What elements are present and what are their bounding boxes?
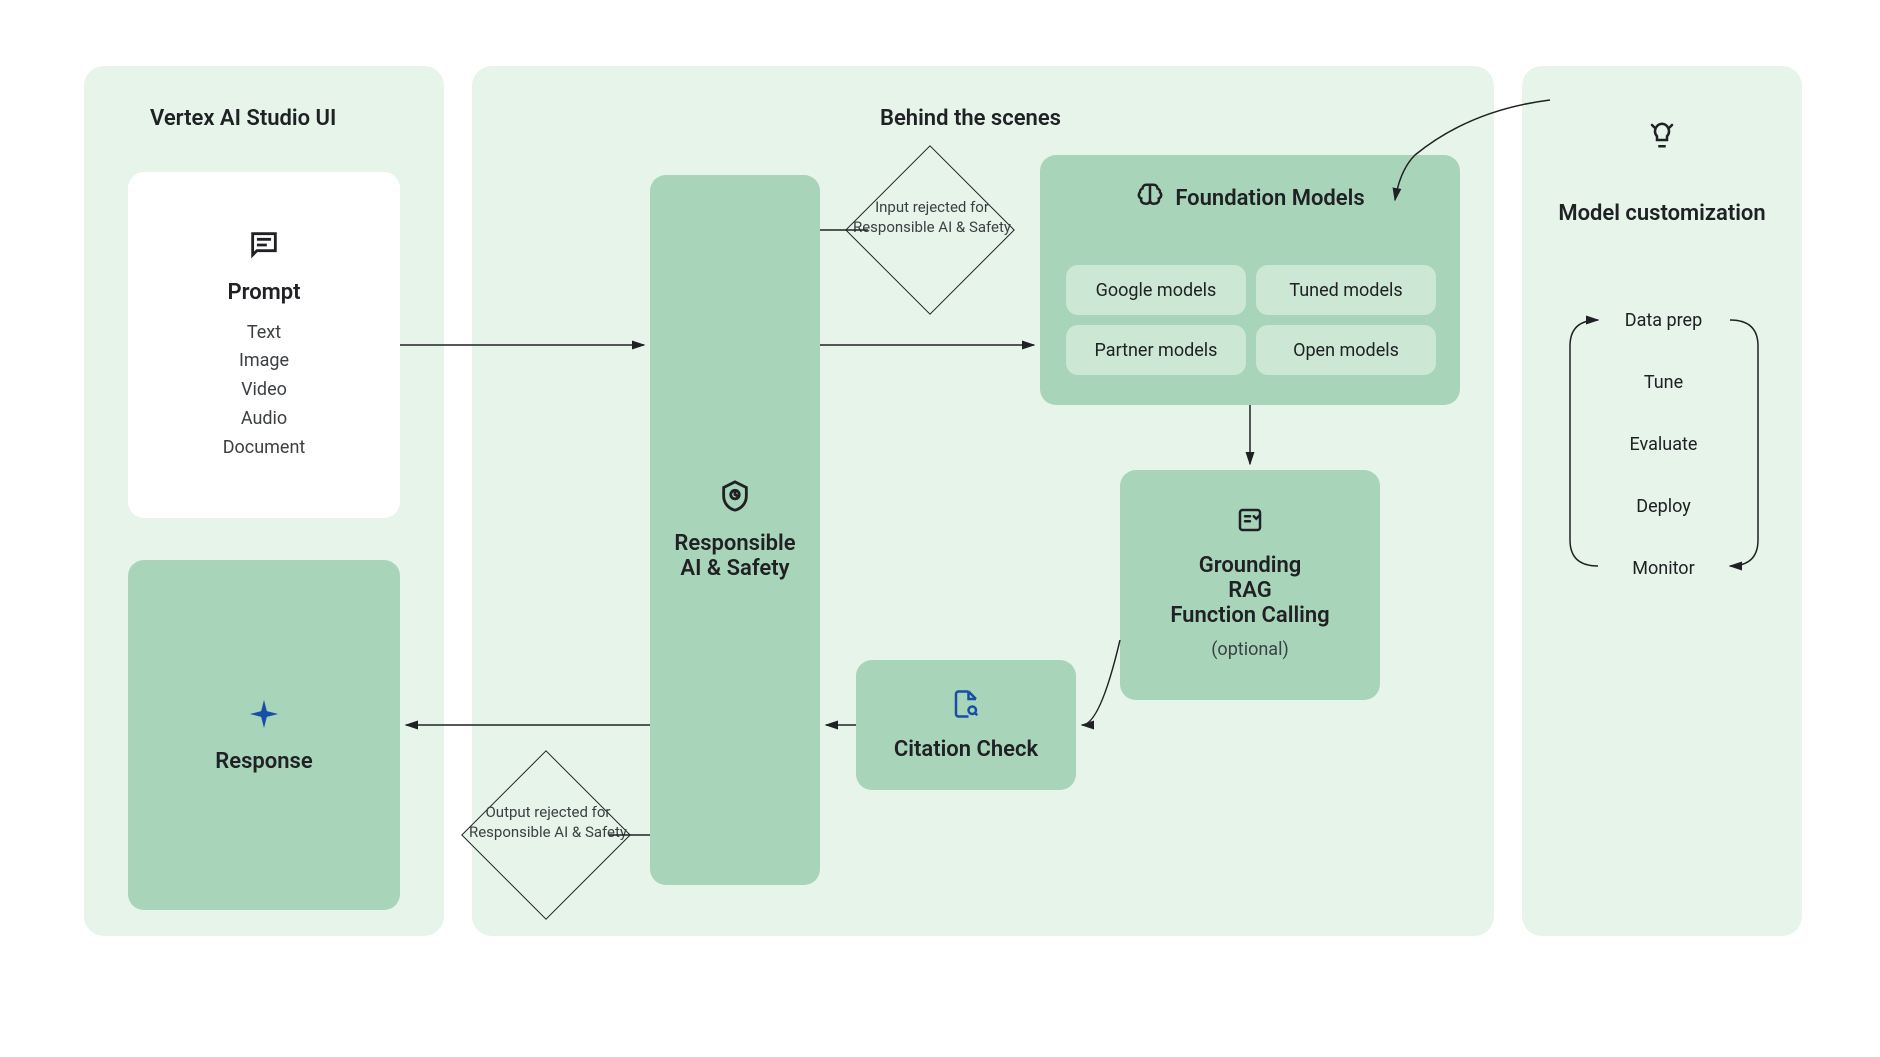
prompt-item-1: Image <box>239 347 289 376</box>
prompt-title: Prompt <box>227 280 300 305</box>
grounding-l3: Function Calling <box>1170 603 1329 628</box>
prompt-item-3: Audio <box>241 405 287 434</box>
grounding-note: (optional) <box>1211 636 1288 665</box>
grounding-l2: RAG <box>1228 578 1271 603</box>
pill-tuned: Tuned models <box>1256 265 1436 315</box>
response-title: Response <box>215 749 312 774</box>
prompt-item-4: Document <box>223 434 306 463</box>
diamond-input-label: Input rejected for Responsible AI & Safe… <box>852 198 1012 237</box>
cycle-3: Deploy <box>1576 496 1751 517</box>
title-left: Vertex AI Studio UI <box>150 106 336 131</box>
pill-partner: Partner models <box>1066 325 1246 375</box>
grounding-box: Grounding RAG Function Calling (optional… <box>1120 470 1380 700</box>
sparkle-icon <box>247 697 281 735</box>
shield-icon <box>718 479 752 517</box>
file-search-icon <box>951 689 981 723</box>
citation-title: Citation Check <box>894 737 1038 762</box>
cycle-2: Evaluate <box>1576 434 1751 455</box>
bulb-icon <box>1647 135 1677 154</box>
prompt-item-0: Text <box>247 319 281 348</box>
responsible-l2: AI & Safety <box>680 556 789 581</box>
prompt-box: Prompt Text Image Video Audio Document <box>128 172 400 518</box>
pill-open: Open models <box>1256 325 1436 375</box>
response-box: Response <box>128 560 400 910</box>
foundation-title: Foundation Models <box>1175 186 1364 211</box>
responsible-box: Responsible AI & Safety <box>650 175 820 885</box>
diamond-output-label: Output rejected for Responsible AI & Saf… <box>468 803 628 842</box>
prompt-item-2: Video <box>241 376 287 405</box>
title-right: Model customization <box>1522 200 1802 229</box>
pill-google: Google models <box>1066 265 1246 315</box>
cycle-1: Tune <box>1576 372 1751 393</box>
grounding-l1: Grounding <box>1199 553 1302 578</box>
title-mid: Behind the scenes <box>880 106 1061 131</box>
chat-icon <box>247 228 281 266</box>
checklist-icon <box>1235 505 1265 539</box>
citation-box: Citation Check <box>856 660 1076 790</box>
cycle-4: Monitor <box>1576 558 1751 579</box>
responsible-l1: Responsible <box>674 531 795 556</box>
brain-icon <box>1135 181 1165 215</box>
cycle-0: Data prep <box>1576 310 1751 331</box>
